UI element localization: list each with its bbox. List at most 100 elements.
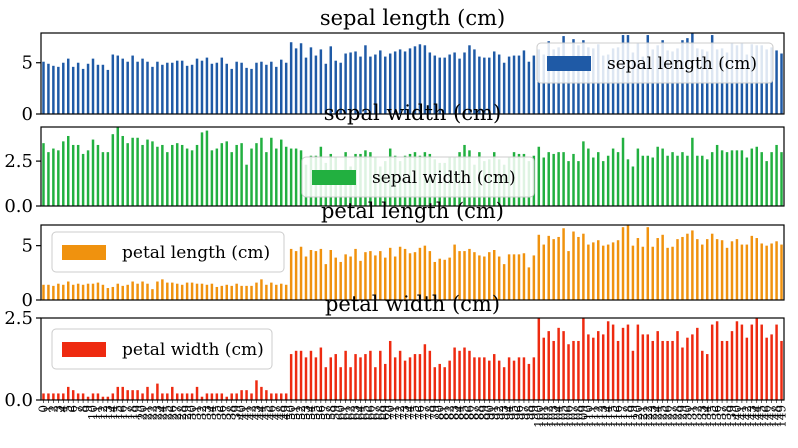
x-tick-label: 107 — [566, 405, 580, 428]
x-tick-label: 67 — [368, 405, 382, 420]
bar — [611, 242, 615, 300]
y-tick-label: 5 — [22, 236, 33, 257]
x-tick-label: 51 — [289, 405, 303, 420]
bar — [245, 390, 248, 400]
bar — [656, 331, 659, 400]
bar — [497, 54, 501, 114]
bar — [151, 393, 154, 400]
x-tick-label: 127 — [666, 405, 680, 428]
bar — [280, 393, 283, 400]
bar — [557, 327, 560, 400]
bar — [141, 393, 144, 400]
bar — [62, 393, 65, 400]
bar — [725, 152, 729, 206]
bar — [106, 288, 110, 300]
x-tick-label: 148 — [770, 405, 784, 428]
bar — [106, 69, 110, 114]
bar — [413, 46, 417, 114]
bar — [393, 51, 397, 114]
bar — [215, 393, 219, 400]
bar — [775, 324, 778, 400]
bar — [393, 256, 397, 300]
bar — [582, 141, 585, 206]
x-tick-label: 20 — [136, 405, 150, 420]
bar — [71, 66, 75, 114]
bar — [552, 153, 555, 206]
bar — [245, 67, 248, 114]
bar — [171, 282, 174, 300]
bar — [701, 155, 704, 206]
bar — [582, 318, 585, 400]
bar — [185, 282, 189, 300]
bar — [458, 350, 461, 400]
bar — [780, 53, 783, 114]
x-tick-label: 98 — [522, 405, 536, 420]
bar — [681, 347, 684, 400]
x-tick-label: 40 — [235, 405, 249, 420]
subplot-3: 0 5 petal length (cm) petal length (cm) — [22, 199, 785, 311]
bar — [364, 252, 367, 300]
x-tick-label: 23 — [150, 405, 164, 420]
bar — [200, 132, 204, 206]
bar — [126, 143, 129, 206]
bar — [592, 157, 595, 206]
bar — [517, 254, 521, 300]
bar — [136, 390, 139, 400]
bar — [289, 42, 293, 115]
x-tick-label: 9 — [81, 405, 95, 413]
bar — [205, 393, 209, 400]
bar — [240, 390, 243, 400]
bar — [567, 251, 570, 300]
x-tick-label: 120 — [631, 405, 645, 428]
x-tick-label: 33 — [200, 405, 214, 420]
bar — [86, 283, 90, 300]
bar — [646, 334, 650, 400]
bar — [710, 152, 714, 206]
bar — [126, 284, 129, 300]
bar — [121, 386, 124, 400]
bar — [294, 350, 298, 400]
bar — [304, 256, 308, 300]
x-tick-label: 58 — [324, 405, 338, 420]
bar — [750, 148, 754, 206]
bar — [631, 350, 635, 400]
bar — [478, 255, 481, 300]
bar — [255, 143, 258, 206]
bar — [780, 152, 783, 206]
x-tick-label: 100 — [532, 405, 546, 428]
legend-box — [51, 231, 285, 273]
bar — [116, 283, 120, 300]
bar — [190, 282, 194, 300]
bar — [364, 354, 367, 400]
bar — [577, 161, 580, 206]
x-tick-label: 62 — [344, 405, 358, 420]
bar — [710, 233, 714, 300]
bar — [710, 324, 714, 400]
bar — [81, 153, 85, 206]
x-tick-label: 29 — [180, 405, 194, 420]
bar — [745, 244, 749, 300]
bar — [220, 285, 224, 300]
bar — [507, 56, 511, 114]
bar — [52, 148, 55, 206]
bar — [522, 50, 526, 114]
x-tick-label: 130 — [680, 405, 694, 428]
bar — [314, 357, 318, 400]
bar — [374, 54, 377, 114]
bar — [646, 155, 650, 206]
bar — [235, 61, 238, 114]
bar — [180, 284, 184, 300]
bar — [681, 152, 684, 206]
x-tick-label: 1 — [41, 405, 55, 413]
y-tick-label: 5 — [22, 53, 33, 74]
bar — [413, 354, 417, 400]
bar — [537, 234, 541, 300]
x-tick-label: 41 — [240, 405, 254, 420]
bar — [601, 334, 605, 400]
x-tick-label: 10 — [86, 405, 100, 420]
x-tick-label: 84 — [453, 405, 467, 421]
x-tick-label: 101 — [537, 405, 551, 428]
bar — [463, 347, 466, 400]
bar — [715, 144, 719, 206]
bar — [175, 283, 179, 300]
